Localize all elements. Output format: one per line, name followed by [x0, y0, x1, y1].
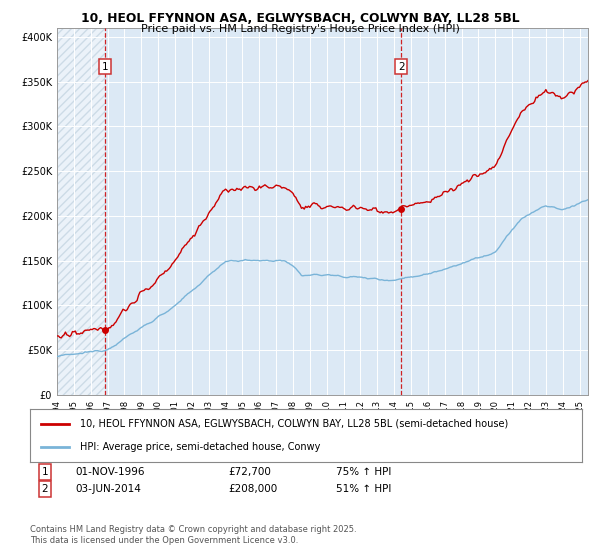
Text: 10, HEOL FFYNNON ASA, EGLWYSBACH, COLWYN BAY, LL28 5BL (semi-detached house): 10, HEOL FFYNNON ASA, EGLWYSBACH, COLWYN…	[80, 419, 508, 429]
Bar	[57, 28, 105, 395]
Text: Price paid vs. HM Land Registry's House Price Index (HPI): Price paid vs. HM Land Registry's House …	[140, 24, 460, 34]
Text: 1: 1	[41, 467, 49, 477]
Text: £208,000: £208,000	[228, 484, 277, 494]
Text: 1: 1	[101, 62, 108, 72]
Text: 03-JUN-2014: 03-JUN-2014	[75, 484, 141, 494]
Text: 10, HEOL FFYNNON ASA, EGLWYSBACH, COLWYN BAY, LL28 5BL: 10, HEOL FFYNNON ASA, EGLWYSBACH, COLWYN…	[80, 12, 520, 25]
Text: HPI: Average price, semi-detached house, Conwy: HPI: Average price, semi-detached house,…	[80, 442, 320, 452]
Text: 2: 2	[398, 62, 404, 72]
Text: 51% ↑ HPI: 51% ↑ HPI	[336, 484, 391, 494]
Text: Contains HM Land Registry data © Crown copyright and database right 2025.
This d: Contains HM Land Registry data © Crown c…	[30, 525, 356, 545]
Text: 01-NOV-1996: 01-NOV-1996	[75, 467, 145, 477]
Text: £72,700: £72,700	[228, 467, 271, 477]
Text: 75% ↑ HPI: 75% ↑ HPI	[336, 467, 391, 477]
Text: 2: 2	[41, 484, 49, 494]
